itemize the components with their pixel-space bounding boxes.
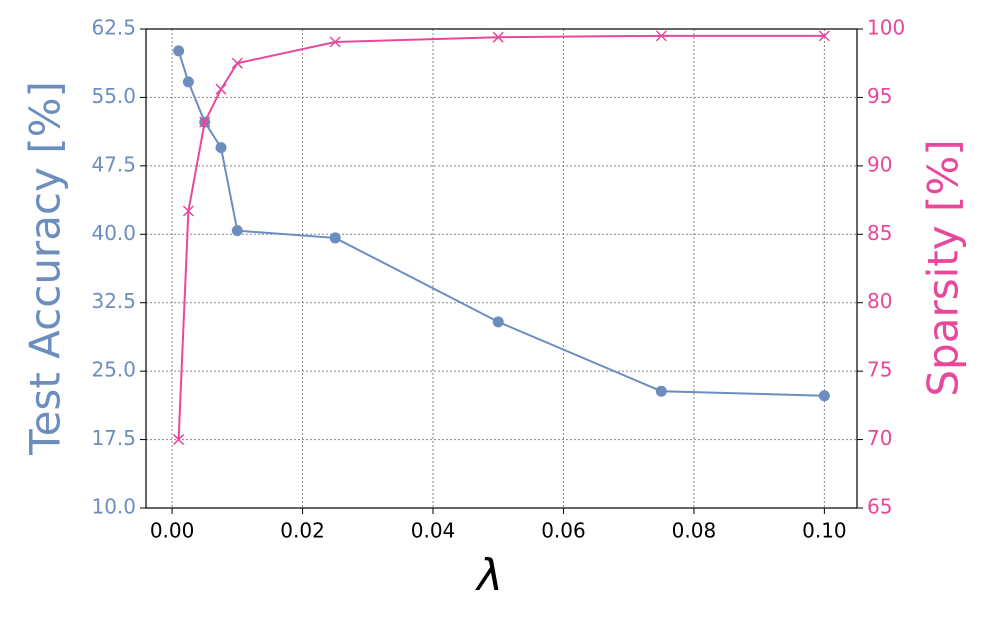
x-tick-label: 0.04 [411,519,456,543]
y-tick-label: 25.0 [91,358,136,382]
marker [818,390,830,402]
marker [182,205,194,217]
y-tick-label: 62.5 [91,16,136,40]
y2-tick-label: 70 [867,426,892,450]
marker [215,142,227,154]
y-tick-label: 47.5 [91,152,136,176]
plot-frame [145,28,858,509]
marker [231,225,243,237]
y2-tick-label: 90 [867,152,892,176]
marker [492,31,504,43]
x-tick-label: 0.00 [150,519,195,543]
marker [655,30,667,42]
y2-tick-label: 95 [867,84,892,108]
y2-axis-label: Sparsity [%] [919,139,968,396]
marker [818,30,830,42]
marker [655,385,667,397]
marker [329,232,341,244]
marker [182,76,194,88]
x-axis-label: λ [475,550,503,601]
y-axis-label: Test Accuracy [%] [21,81,70,456]
x-tick-label: 0.08 [672,519,717,543]
marker [173,45,185,57]
y-tick-label: 32.5 [91,289,136,313]
x-tick-label: 0.02 [280,519,325,543]
y2-tick-label: 85 [867,221,892,245]
marker [199,116,211,128]
series-line [177,34,825,440]
marker [329,36,341,48]
y-tick-label: 17.5 [91,426,136,450]
marker [173,434,185,446]
marker [492,316,504,328]
y-tick-label: 55.0 [91,84,136,108]
x-tick-label: 0.10 [802,519,847,543]
y2-tick-label: 65 [867,495,892,519]
y2-tick-label: 80 [867,289,892,313]
marker [231,57,243,69]
series-line [177,50,825,397]
marker [215,83,227,95]
y2-tick-label: 75 [867,358,892,382]
y-tick-label: 10.0 [91,495,136,519]
y2-tick-label: 100 [867,16,905,40]
y-tick-label: 40.0 [91,221,136,245]
x-tick-label: 0.06 [541,519,586,543]
